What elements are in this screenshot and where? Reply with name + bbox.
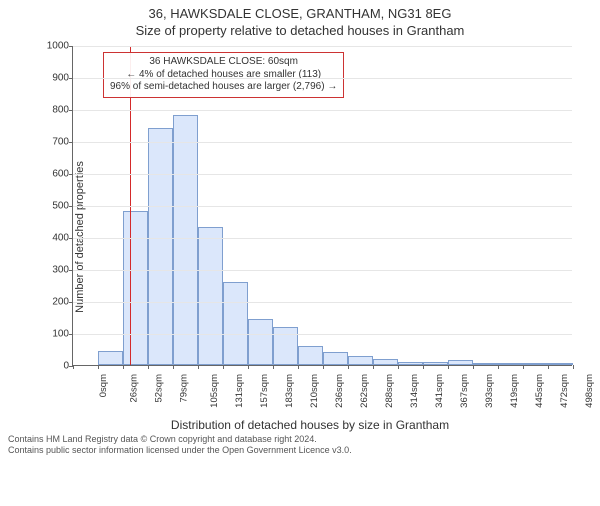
x-tick-marks: [73, 365, 572, 371]
y-tick-label: 500: [39, 201, 69, 212]
x-tick-label: 183sqm: [284, 374, 295, 408]
x-tick-label: 498sqm: [584, 374, 595, 408]
x-tick-mark: [298, 365, 299, 369]
gridline-h: [73, 270, 572, 271]
gridline-h: [73, 206, 572, 207]
y-tick-mark: [69, 78, 73, 79]
histogram-bar: [173, 115, 198, 365]
x-tick-label: 445sqm: [534, 374, 545, 408]
x-tick-mark: [498, 365, 499, 369]
x-tick-label: 472sqm: [559, 374, 570, 408]
x-tick-mark: [573, 365, 574, 369]
x-tick-mark: [373, 365, 374, 369]
histogram-bar: [323, 352, 348, 365]
y-tick-label: 600: [39, 169, 69, 180]
x-tick-mark: [398, 365, 399, 369]
gridline-h: [73, 110, 572, 111]
histogram-bar: [298, 346, 323, 365]
x-tick-mark: [473, 365, 474, 369]
x-tick-mark: [348, 365, 349, 369]
x-tick-label: 341sqm: [434, 374, 445, 408]
x-tick-label: 26sqm: [129, 374, 140, 403]
x-tick-mark: [173, 365, 174, 369]
x-tick-mark: [73, 365, 74, 369]
y-tick-mark: [69, 334, 73, 335]
y-tick-mark: [69, 110, 73, 111]
y-tick-mark: [69, 142, 73, 143]
histogram-bar: [273, 327, 298, 365]
histogram-bar: [248, 319, 273, 365]
y-tick-label: 400: [39, 233, 69, 244]
x-tick-mark: [448, 365, 449, 369]
x-tick-mark: [548, 365, 549, 369]
y-tick-mark: [69, 238, 73, 239]
gridline-h: [73, 302, 572, 303]
y-tick-label: 100: [39, 329, 69, 340]
histogram-bar: [98, 351, 123, 365]
footer-line1: Contains HM Land Registry data © Crown c…: [8, 434, 592, 445]
y-tick-mark: [69, 366, 73, 367]
x-tick-label: 367sqm: [459, 374, 470, 408]
histogram-bar: [148, 128, 173, 365]
x-tick-label: 393sqm: [484, 374, 495, 408]
x-tick-label: 79sqm: [179, 374, 190, 403]
x-tick-mark: [248, 365, 249, 369]
annotation-line3: 96% of semi-detached houses are larger (…: [110, 81, 337, 94]
x-tick-labels: 0sqm 26sqm 52sqm 79sqm 105sqm 131sqm 157sqm 183…: [72, 372, 572, 422]
annotation-line2: ← 4% of detached houses are smaller (113…: [110, 69, 337, 82]
x-axis-label: Distribution of detached houses by size …: [30, 418, 590, 432]
gridline-h: [73, 46, 572, 47]
y-tick-label: 300: [39, 265, 69, 276]
gridline-h: [73, 238, 572, 239]
histogram-chart: Number of detached properties 36 HAWKSDA…: [30, 42, 590, 432]
x-tick-label: 314sqm: [409, 374, 420, 408]
y-tick-label: 700: [39, 137, 69, 148]
x-tick-label: 52sqm: [154, 374, 165, 403]
x-tick-label: 262sqm: [359, 374, 370, 408]
histogram-bar: [223, 282, 248, 365]
y-tick-mark: [69, 302, 73, 303]
footer-line2: Contains public sector information licen…: [8, 445, 592, 456]
page-title-address: 36, HAWKSDALE CLOSE, GRANTHAM, NG31 8EG: [0, 6, 600, 21]
histogram-bar: [348, 356, 373, 365]
x-tick-mark: [523, 365, 524, 369]
x-tick-label: 210sqm: [309, 374, 320, 408]
plot-area: 36 HAWKSDALE CLOSE: 60sqm ← 4% of detach…: [72, 46, 572, 366]
x-tick-label: 419sqm: [509, 374, 520, 408]
gridline-h: [73, 78, 572, 79]
x-tick-mark: [198, 365, 199, 369]
gridline-h: [73, 334, 572, 335]
y-tick-mark: [69, 206, 73, 207]
y-tick-mark: [69, 270, 73, 271]
x-tick-mark: [223, 365, 224, 369]
y-tick-label: 0: [39, 361, 69, 372]
gridline-h: [73, 174, 572, 175]
y-tick-label: 900: [39, 73, 69, 84]
x-tick-label: 0sqm: [98, 374, 109, 397]
x-tick-mark: [98, 365, 99, 369]
x-tick-label: 105sqm: [209, 374, 220, 408]
x-tick-label: 131sqm: [234, 374, 245, 408]
footer-attribution: Contains HM Land Registry data © Crown c…: [0, 432, 600, 456]
x-tick-mark: [148, 365, 149, 369]
histogram-bar: [123, 211, 148, 365]
y-tick-label: 200: [39, 297, 69, 308]
x-tick-label: 236sqm: [334, 374, 345, 408]
x-tick-mark: [123, 365, 124, 369]
x-tick-mark: [423, 365, 424, 369]
x-tick-mark: [273, 365, 274, 369]
annotation-line1: 36 HAWKSDALE CLOSE: 60sqm: [110, 56, 337, 69]
y-tick-label: 1000: [39, 41, 69, 52]
x-tick-label: 157sqm: [259, 374, 270, 408]
gridline-h: [73, 142, 572, 143]
y-tick-label: 800: [39, 105, 69, 116]
y-tick-mark: [69, 174, 73, 175]
histogram-bar: [198, 227, 223, 365]
page-subtitle: Size of property relative to detached ho…: [0, 23, 600, 38]
x-tick-label: 288sqm: [384, 374, 395, 408]
y-tick-mark: [69, 46, 73, 47]
annotation-box: 36 HAWKSDALE CLOSE: 60sqm ← 4% of detach…: [103, 52, 344, 98]
x-tick-mark: [323, 365, 324, 369]
